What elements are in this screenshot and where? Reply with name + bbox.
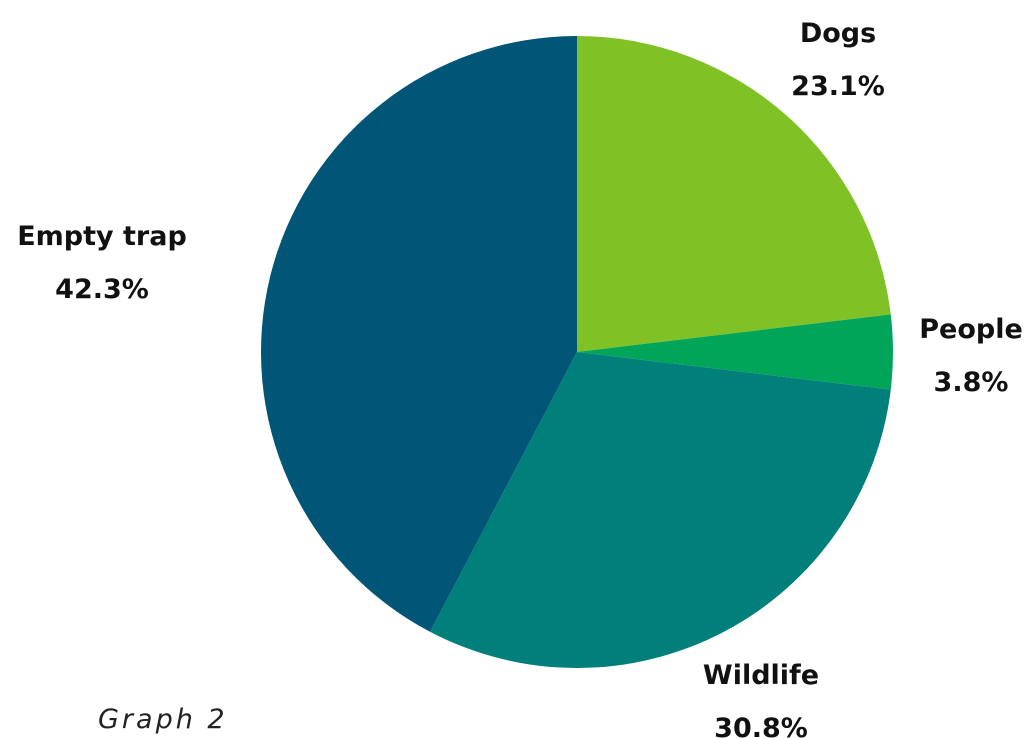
pie-slice-empty-trap	[260, 36, 577, 632]
slice-label-dogs: Dogs	[800, 18, 876, 49]
slice-value-wildlife: 30.8%	[714, 713, 808, 738]
pie-slices	[260, 36, 894, 668]
slice-label-people: People	[919, 314, 1023, 345]
pie-slice-wildlife	[430, 352, 891, 668]
graph-caption: Graph 2	[98, 704, 228, 735]
slice-value-dogs: 23.1%	[791, 71, 885, 102]
slice-value-empty-trap: 42.3%	[55, 274, 149, 305]
pie-slice-people	[577, 314, 894, 390]
slice-value-people: 3.8%	[934, 367, 1009, 398]
slice-label-wildlife: Wildlife	[703, 660, 819, 691]
pie-slice-dogs	[577, 36, 891, 352]
slice-label-empty-trap: Empty trap	[17, 221, 187, 252]
pie-labels: Dogs 23.1% People 3.8% Wildlife 30.8% Empty tr…	[17, 18, 1023, 738]
